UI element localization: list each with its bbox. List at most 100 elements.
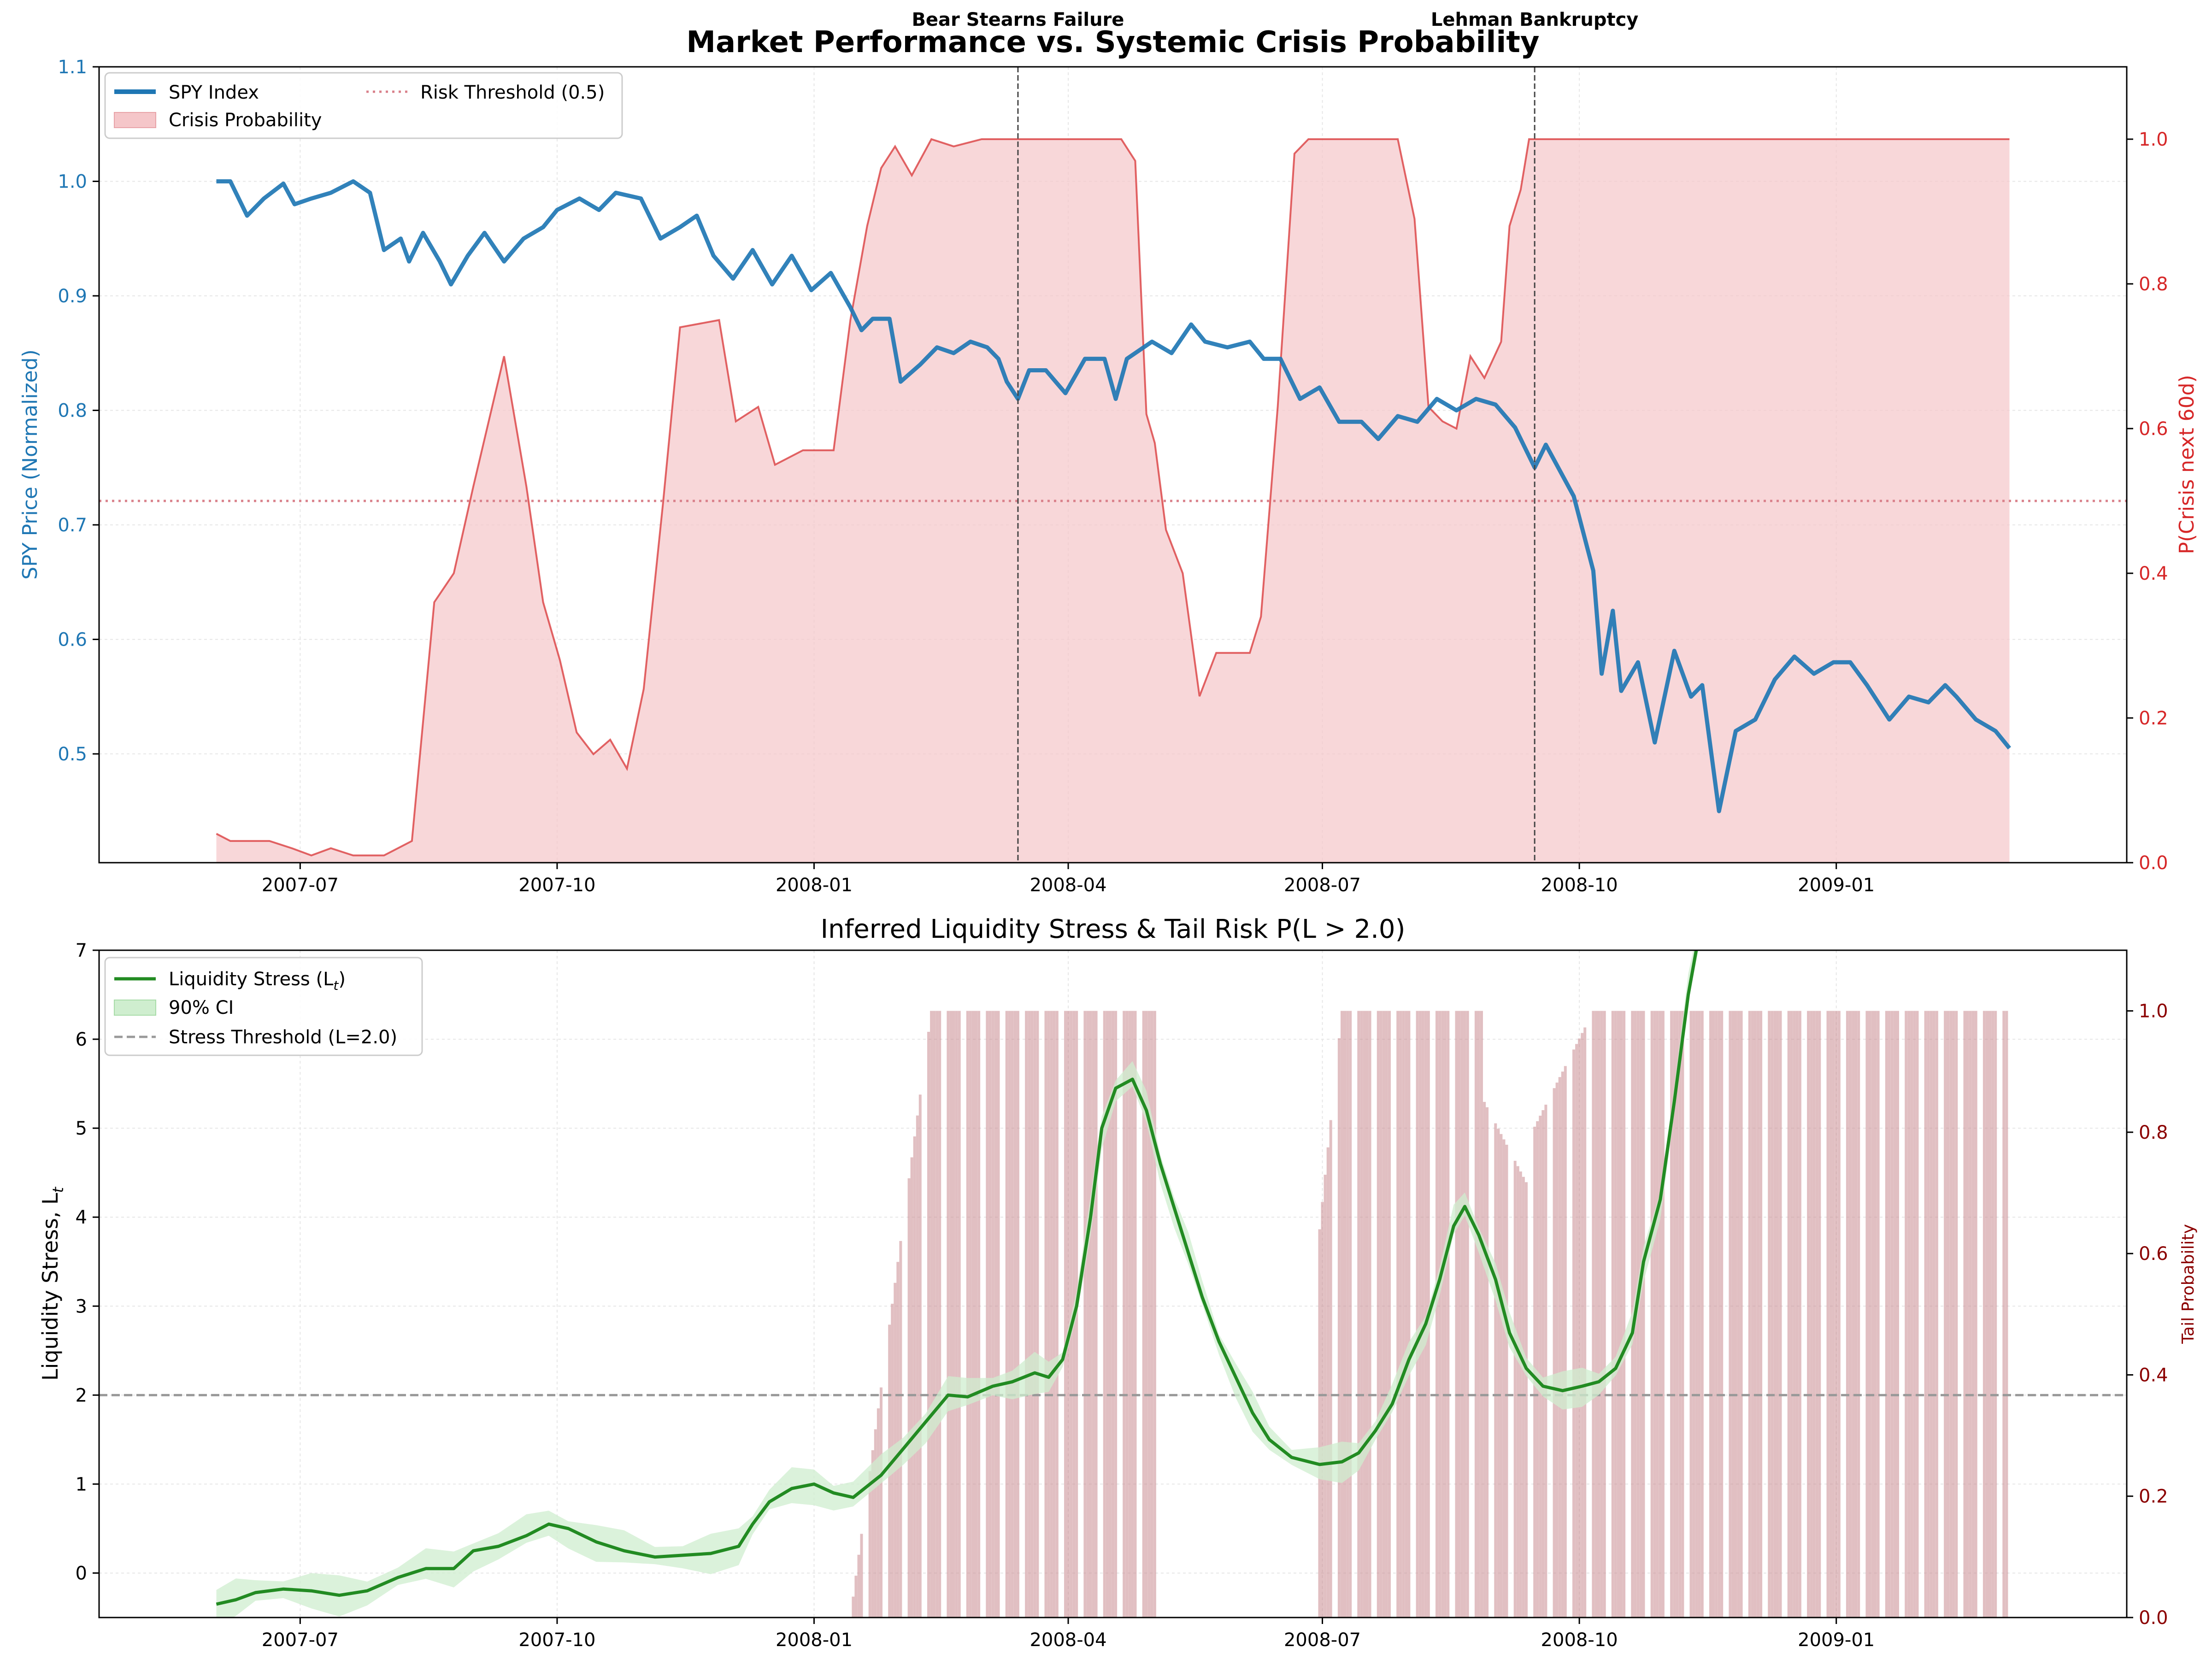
tail-bar-38: [997, 1011, 1000, 1618]
tail-bar-218: [1857, 1011, 1860, 1618]
tail-bar-212: [1835, 1011, 1838, 1618]
tail-bar-153: [1603, 1011, 1606, 1618]
tail-bar-47: [1033, 1011, 1036, 1618]
tail-bar-150: [1594, 1011, 1598, 1618]
tail-bar-215: [1849, 1011, 1852, 1618]
tail-bar-67: [1112, 1011, 1114, 1618]
tail-bar-33: [977, 1011, 981, 1618]
tail-bar-43: [1016, 1011, 1019, 1618]
tail-bar-44: [1025, 1011, 1028, 1618]
bottom-left-ylabel-sub: t: [49, 1186, 67, 1193]
tail-bar-230: [1907, 1011, 1911, 1618]
tail-bar-201: [1793, 1011, 1796, 1618]
tail-bar-3: [860, 1534, 863, 1618]
tail-bar-241: [1949, 1011, 1953, 1618]
tail-bar-247: [1971, 1011, 1975, 1618]
tail-bar-186: [1734, 1011, 1737, 1618]
tail-bar-252: [1991, 1011, 1994, 1618]
tail-bar-93: [1368, 1011, 1371, 1618]
tail-bar-28: [958, 1011, 961, 1618]
tail-bar-254: [2002, 1011, 2006, 1618]
tail-bar-101: [1402, 1011, 1405, 1618]
tail-bar-189: [1748, 1011, 1751, 1618]
top-x-tick-label-1: 2007-10: [518, 875, 595, 896]
tail-bar-204: [1807, 1011, 1810, 1618]
tail-bar-50: [1047, 1011, 1050, 1618]
tail-bar-109: [1435, 1011, 1438, 1618]
tail-bar-199: [1787, 1011, 1790, 1618]
tail-bar-98: [1388, 1011, 1391, 1618]
tail-bar-148: [1583, 1027, 1587, 1618]
legend-swatch-crisis: [114, 112, 156, 128]
tail-bar-37: [994, 1011, 997, 1618]
tail-bar-151: [1597, 1011, 1600, 1618]
top-right-tick-label-4: 0.8: [2139, 274, 2168, 295]
tail-bar-235: [1927, 1011, 1930, 1618]
tail-bar-95: [1379, 1011, 1382, 1618]
tail-bar-183: [1720, 1011, 1724, 1618]
tail-bar-246: [1969, 1011, 1972, 1618]
bottom-x-tick-label-0: 2007-07: [262, 1630, 339, 1651]
tail-bar-234: [1924, 1011, 1927, 1618]
top-x-tick-label-0: 2007-07: [262, 875, 339, 896]
liquidity-stress-line: [216, 950, 1698, 1606]
tail-bar-42: [1013, 1011, 1017, 1618]
tail-bar-59: [1083, 1011, 1087, 1618]
tail-bar-155: [1614, 1011, 1617, 1618]
tail-bar-63: [1094, 1011, 1098, 1618]
top-right-y-axis: 0.0 0.2 0.4 0.6 0.8 1.0: [2127, 129, 2168, 874]
tail-bar-240: [1947, 1011, 1950, 1618]
top-left-y-axis: 0.5 0.6 0.7 0.8 0.9 1.0 1.1: [58, 57, 99, 765]
tail-bar-35: [988, 1011, 992, 1618]
tail-bar-55: [1067, 1011, 1070, 1618]
legend-label-liquidity-b: ): [338, 969, 346, 990]
tail-bar-229: [1905, 1011, 1908, 1618]
tail-bar-36: [991, 1011, 994, 1618]
tail-bar-65: [1106, 1011, 1109, 1618]
tail-bar-182: [1718, 1011, 1721, 1618]
tail-bar-94: [1377, 1011, 1380, 1618]
tail-bar-127: [1502, 1139, 1506, 1618]
tail-bar-41: [1011, 1011, 1014, 1618]
top-right-tick-label-1: 0.2: [2139, 708, 2168, 729]
tail-bar-52: [1053, 1011, 1056, 1618]
tail-bar-84: [1337, 1038, 1341, 1618]
tail-bar-40: [1008, 1011, 1011, 1618]
tail-bar-149: [1592, 1011, 1595, 1618]
tail-bar-88: [1349, 1011, 1352, 1618]
bottom-right-tick-label-5: 1.0: [2139, 1001, 2168, 1022]
tail-bar-226: [1890, 1011, 1894, 1618]
top-left-tick-label-5: 1.0: [58, 171, 87, 192]
tail-bar-175: [1692, 1011, 1695, 1618]
tail-bar-216: [1852, 1011, 1855, 1618]
tail-bar-105: [1418, 1011, 1422, 1618]
tail-bar-7: [877, 1408, 880, 1618]
tail-bar-74: [1142, 1011, 1145, 1618]
tail-bar-207: [1815, 1011, 1818, 1618]
tail-bar-248: [1974, 1011, 1977, 1618]
tail-bar-166: [1656, 1011, 1659, 1618]
tail-bar-214: [1846, 1011, 1849, 1618]
legend-swatch-ci: [114, 1000, 156, 1016]
tail-bar-196: [1773, 1011, 1777, 1618]
tail-bar-128: [1505, 1145, 1508, 1618]
tail-bar-181: [1715, 1011, 1718, 1618]
tail-bar-100: [1399, 1011, 1402, 1618]
tail-bar-25: [949, 1011, 953, 1618]
tail-bar-239: [1944, 1011, 1947, 1618]
tail-bar-187: [1737, 1011, 1740, 1618]
tail-bar-220: [1868, 1011, 1871, 1618]
tail-bar-76: [1147, 1011, 1151, 1618]
tail-bar-140: [1555, 1082, 1559, 1618]
tail-bar-184: [1729, 1011, 1732, 1618]
tail-bar-167: [1659, 1011, 1662, 1618]
tail-bar-225: [1888, 1011, 1891, 1618]
tail-bar-251: [1988, 1011, 1991, 1618]
ci-band: [216, 950, 1699, 1618]
tail-bar-152: [1600, 1011, 1603, 1618]
tail-bar-146: [1578, 1038, 1581, 1618]
top-panel: Bear Stearns Failure Lehman Bankruptcy 20…: [18, 9, 2199, 896]
tail-bar-242: [1952, 1011, 1955, 1618]
top-left-tick-label-2: 0.7: [58, 515, 87, 536]
top-right-tick-label-2: 0.4: [2139, 563, 2168, 584]
